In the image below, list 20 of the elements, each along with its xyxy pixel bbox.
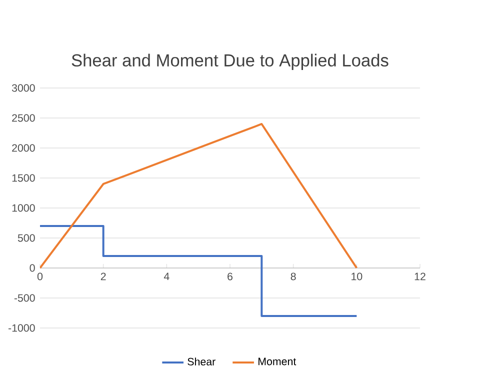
- y-tick-label: 0: [30, 264, 35, 272]
- y-tick-label: 1000: [12, 204, 35, 212]
- x-tick-label: 2: [100, 272, 106, 280]
- chart-title: Shear and Moment Due to Applied Loads: [72, 54, 388, 70]
- y-tick-label: 2500: [12, 114, 35, 122]
- y-tick-label: -500: [14, 294, 35, 302]
- y-tick-label: 2000: [12, 144, 35, 152]
- y-tick-label: 500: [18, 234, 35, 242]
- y-tick-label: 1500: [12, 174, 35, 182]
- y-tick-label: 3000: [12, 84, 35, 92]
- x-tick-label: 12: [414, 272, 426, 280]
- legend-label: Shear: [188, 358, 216, 366]
- line-series: [40, 122, 358, 269]
- legend-label: Moment: [258, 358, 296, 366]
- x-tick-label: 0: [37, 272, 43, 280]
- y-tick-label: -1000: [8, 324, 35, 332]
- x-tick-label: 10: [352, 272, 362, 280]
- x-tick-label: 4: [164, 272, 170, 280]
- x-tick-label: 8: [290, 272, 296, 280]
- x-tick-label: 6: [228, 272, 232, 280]
